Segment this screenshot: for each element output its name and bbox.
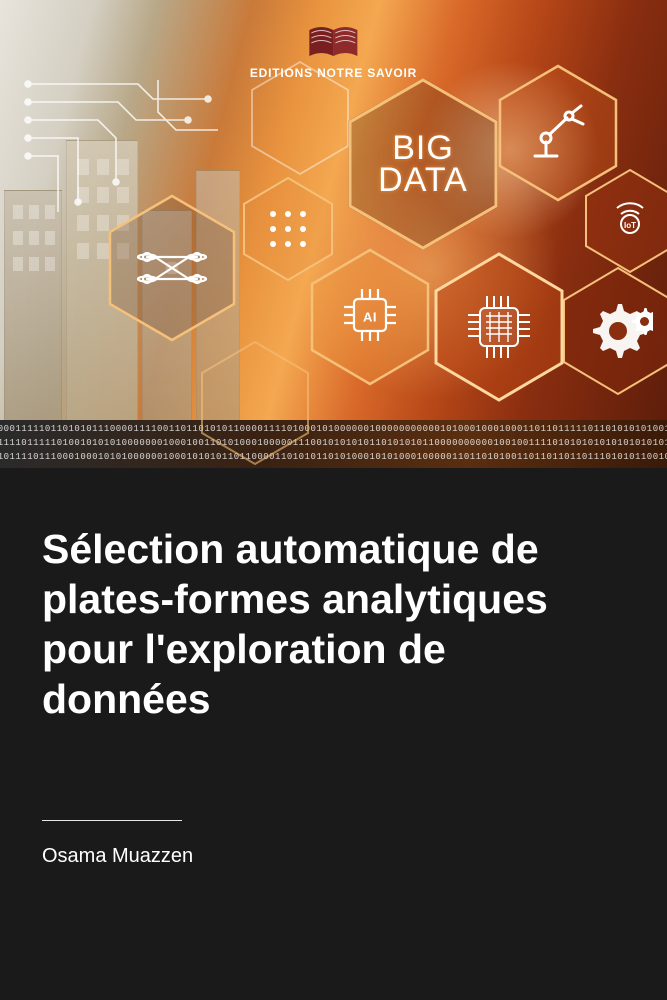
hex-ai: AI — [310, 248, 430, 386]
drone-icon — [135, 243, 209, 293]
hex-robot-arm — [498, 64, 618, 202]
bigdata-line1: BIG — [378, 132, 468, 164]
hero-image: BIG DATA — [0, 0, 667, 468]
publisher-bold: SAVOIR — [367, 66, 417, 80]
gear-icon — [583, 296, 653, 366]
publisher-logo: EDITIONS NOTRE SAVOIR — [250, 22, 417, 80]
hex-drone — [108, 194, 236, 342]
book-cover: BIG DATA — [0, 0, 667, 1000]
binary-row: 1011011110111000100010101000000100010101… — [0, 452, 667, 462]
author-name: Osama Muazzen — [42, 845, 625, 868]
svg-text:IoT: IoT — [624, 221, 636, 230]
binary-row: 0011111011111010010101010000000100010011… — [0, 438, 667, 448]
hex-outline-1 — [200, 340, 310, 466]
ai-label: AI — [363, 310, 377, 325]
dots-icon — [263, 204, 313, 254]
hex-cpu — [434, 252, 564, 402]
robot-arm-icon — [523, 98, 593, 168]
hex-gear — [562, 266, 667, 396]
publisher-name: EDITIONS NOTRE SAVOIR — [250, 66, 417, 80]
binary-band: 0100001111101101010111000011110011011010… — [0, 420, 667, 468]
binary-row: 0100001111101101010111000011110011011010… — [0, 424, 667, 434]
cpu-icon — [460, 288, 538, 366]
iot-icon: IoT — [607, 196, 653, 242]
book-title: Sélection automatique de plates-formes a… — [42, 524, 625, 724]
lower-panel: Sélection automatique de plates-formes a… — [0, 468, 667, 1000]
hex-bigdata: BIG DATA — [348, 78, 498, 250]
book-logo-icon — [306, 22, 362, 60]
publisher-prefix: EDITIONS NOTRE — [250, 66, 363, 80]
divider — [42, 820, 182, 821]
bigdata-line2: DATA — [378, 164, 468, 196]
